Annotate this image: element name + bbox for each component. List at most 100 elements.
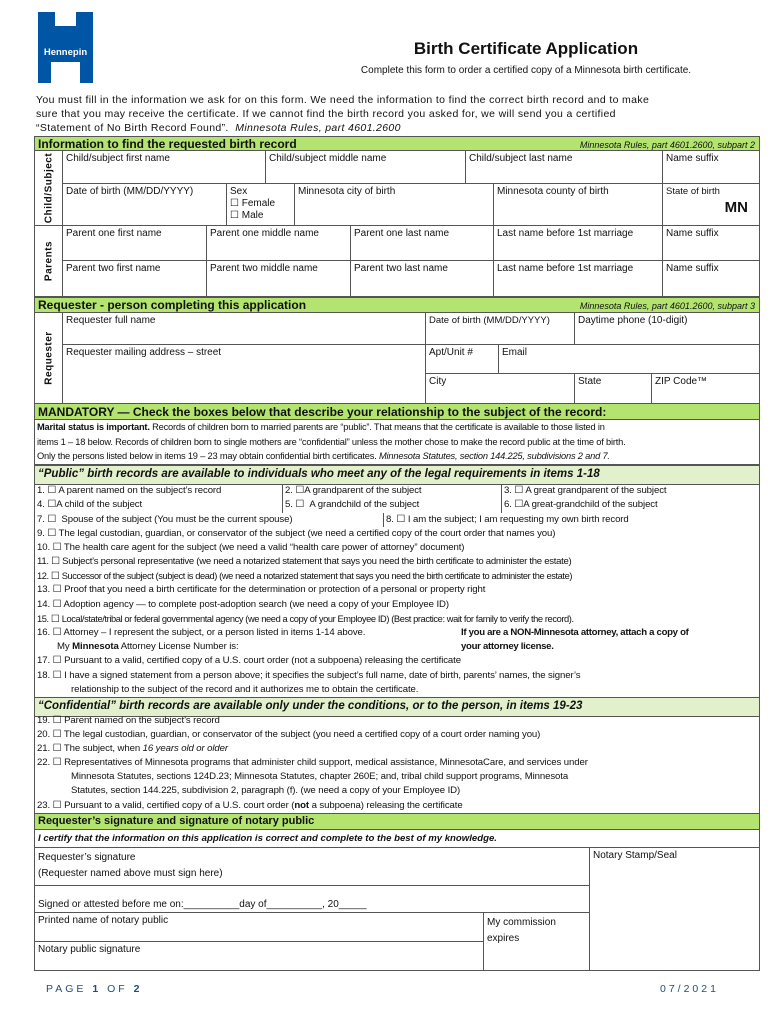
certify-statement: I certify that the information on this a… [34, 829, 760, 848]
checkbox-icon[interactable]: ☐ [52, 757, 62, 768]
field-label: Signed or attested before me on:________… [38, 899, 367, 910]
checkbox-icon[interactable]: ☐ [52, 670, 62, 681]
field-label: Parent two middle name [210, 263, 318, 274]
item-22[interactable]: 22. ☐ Representatives of Minnesota progr… [37, 757, 588, 768]
checkbox-icon[interactable]: ☐ [47, 485, 57, 496]
requester-signature-field[interactable]: Requester’s signature (Requester named ab… [34, 847, 590, 886]
item-12[interactable]: 12. ☐ Successor of the subject (subject … [37, 571, 573, 582]
checkbox-icon[interactable]: ☐ [47, 499, 57, 510]
item-4[interactable]: 4. ☐A child of the subject [37, 499, 143, 510]
checkbox-icon[interactable]: ☐ [52, 800, 62, 811]
item-9[interactable]: 9. ☐ The legal custodian, guardian, or c… [37, 528, 556, 539]
field-label: City [429, 376, 447, 387]
child-dob-field[interactable]: Date of birth (MM/DD/YYYY) [62, 183, 227, 226]
child-middle-name-field[interactable]: Child/subject middle name [265, 150, 466, 184]
parent2-first-field[interactable]: Parent two first name [62, 260, 207, 297]
checkbox-icon[interactable]: ☐ [50, 571, 60, 582]
requester-state-field[interactable]: State [574, 373, 652, 404]
requester-city-field[interactable]: City [425, 373, 575, 404]
checkbox-icon[interactable]: ☐ [52, 715, 62, 726]
parent1-first-field[interactable]: Parent one first name [62, 225, 207, 261]
notary-printed-name-field[interactable]: Printed name of notary public [34, 912, 484, 942]
item-22-cont: Minnesota Statutes, sections 124D.23; Mi… [71, 771, 569, 782]
checkbox-icon[interactable]: ☐ [396, 514, 406, 525]
checkbox-icon[interactable]: ☐ [52, 743, 62, 754]
item-18[interactable]: 18. ☐ I have a signed statement from a p… [37, 670, 581, 681]
item-16-license[interactable]: My Minnesota Attorney License Number is: [57, 641, 239, 652]
intro-rule: Minnesota Rules, part 4601.2600 [235, 122, 401, 134]
item-3[interactable]: 3. ☐ A great grandparent of the subject [504, 485, 667, 496]
field-label: Name suffix [666, 153, 719, 164]
checkbox-icon[interactable]: ☐ [52, 729, 62, 740]
requester-address-field[interactable]: Requester mailing address – street [62, 344, 426, 404]
side-label-parents: Parents [34, 225, 63, 297]
item-16[interactable]: 16. ☐ Attorney – I represent the subject… [37, 627, 366, 638]
checkbox-icon[interactable]: ☐ [52, 599, 62, 610]
parent2-suffix-field[interactable]: Name suffix [662, 260, 760, 297]
signed-before-field[interactable]: Signed or attested before me on:________… [34, 885, 590, 913]
field-label: My commission [487, 917, 556, 928]
checkbox-icon[interactable]: ☐ [51, 556, 60, 567]
checkbox-icon[interactable]: ☐ [52, 542, 62, 553]
county-of-birth-field[interactable]: Minnesota county of birth [493, 183, 663, 226]
side-label-child: Child/Subject [34, 150, 63, 226]
requester-name-field[interactable]: Requester full name [62, 312, 426, 345]
item-17[interactable]: 17. ☐ Pursuant to a valid, certified cop… [37, 655, 461, 666]
commission-expires-field[interactable]: My commission expires [483, 912, 590, 971]
item-1[interactable]: 1. ☐ A parent named on the subject’s rec… [37, 485, 222, 496]
male-option[interactable]: ☐ Male [230, 210, 291, 222]
item-7[interactable]: 7. ☐ Spouse of the subject (You must be … [37, 514, 293, 525]
confidential-records-header: “Confidential” birth records are availab… [34, 697, 760, 717]
item-13[interactable]: 13. ☐ Proof that you need a birth certif… [37, 584, 486, 595]
parent1-last-field[interactable]: Parent one last name [350, 225, 494, 261]
requester-zip-field[interactable]: ZIP Code™ [651, 373, 760, 404]
city-of-birth-field[interactable]: Minnesota city of birth [294, 183, 494, 226]
checkbox-icon[interactable]: ☐ [230, 198, 239, 209]
female-option[interactable]: ☐ Female [230, 198, 291, 210]
parent1-maiden-field[interactable]: Last name before 1st marriage [493, 225, 663, 261]
item-15[interactable]: 15. ☐ Local/state/tribal or federal gove… [37, 614, 574, 625]
checkbox-icon[interactable]: ☐ [295, 499, 305, 510]
checkbox-icon[interactable]: ☐ [50, 614, 60, 625]
child-last-name-field[interactable]: Child/subject last name [465, 150, 663, 184]
checkbox-icon[interactable]: ☐ [47, 514, 57, 525]
item-10[interactable]: 10. ☐ The health care agent for the subj… [37, 542, 465, 553]
item-14[interactable]: 14. ☐ Adoption agency — to complete post… [37, 599, 449, 610]
checkbox-icon[interactable]: ☐ [295, 485, 305, 496]
checkbox-icon[interactable]: ☐ [514, 485, 524, 496]
checkbox-icon[interactable]: ☐ [230, 210, 239, 221]
notary-stamp-field[interactable]: Notary Stamp/Seal [589, 847, 760, 971]
item-8[interactable]: 8. ☐ I am the subject; I am requesting m… [386, 514, 629, 525]
item-5[interactable]: 5. ☐ A grandchild of the subject [285, 499, 420, 510]
requester-apt-field[interactable]: Apt/Unit # [425, 344, 499, 374]
parent2-maiden-field[interactable]: Last name before 1st marriage [493, 260, 663, 297]
checkbox-icon[interactable]: ☐ [514, 499, 524, 510]
item-20[interactable]: 20. ☐ The legal custodian, guardian, or … [37, 729, 541, 740]
section-rule: Minnesota Rules, part 4601.2600, subpart… [579, 140, 755, 150]
section-title: Requester - person completing this appli… [38, 298, 307, 312]
option-label: Male [241, 210, 264, 221]
item-23[interactable]: 23. ☐ Pursuant to a valid, certified cop… [37, 800, 463, 811]
child-suffix-field[interactable]: Name suffix [662, 150, 760, 184]
child-first-name-field[interactable]: Child/subject first name [62, 150, 266, 184]
checkbox-icon[interactable]: ☐ [52, 627, 62, 638]
item-19[interactable]: 19. ☐ Parent named on the subject’s reco… [37, 715, 220, 726]
item-6[interactable]: 6. ☐A great-grandchild of the subject [504, 499, 658, 510]
parent2-last-field[interactable]: Parent two last name [350, 260, 494, 297]
section-rule: Minnesota Rules, part 4601.2600, subpart… [579, 301, 755, 311]
item-21[interactable]: 21. ☐ The subject, when 16 years old or … [37, 743, 228, 754]
state-value: MN [724, 199, 748, 216]
parent2-middle-field[interactable]: Parent two middle name [206, 260, 351, 297]
item-2[interactable]: 2. ☐A grandparent of the subject [285, 485, 422, 496]
notary-signature-field[interactable]: Notary public signature [34, 941, 484, 971]
item-11[interactable]: 11. ☐ Subject’s personal representative … [37, 556, 572, 567]
checkbox-icon[interactable]: ☐ [47, 528, 57, 539]
requester-phone-field[interactable]: Daytime phone (10-digit) [574, 312, 760, 345]
checkbox-icon[interactable]: ☐ [52, 655, 62, 666]
checkbox-icon[interactable]: ☐ [52, 584, 62, 595]
requester-email-field[interactable]: Email [498, 344, 760, 374]
parent1-suffix-field[interactable]: Name suffix [662, 225, 760, 261]
requester-dob-field[interactable]: Date of birth (MM/DD/YYYY) [425, 312, 575, 345]
parent1-middle-field[interactable]: Parent one middle name [206, 225, 351, 261]
